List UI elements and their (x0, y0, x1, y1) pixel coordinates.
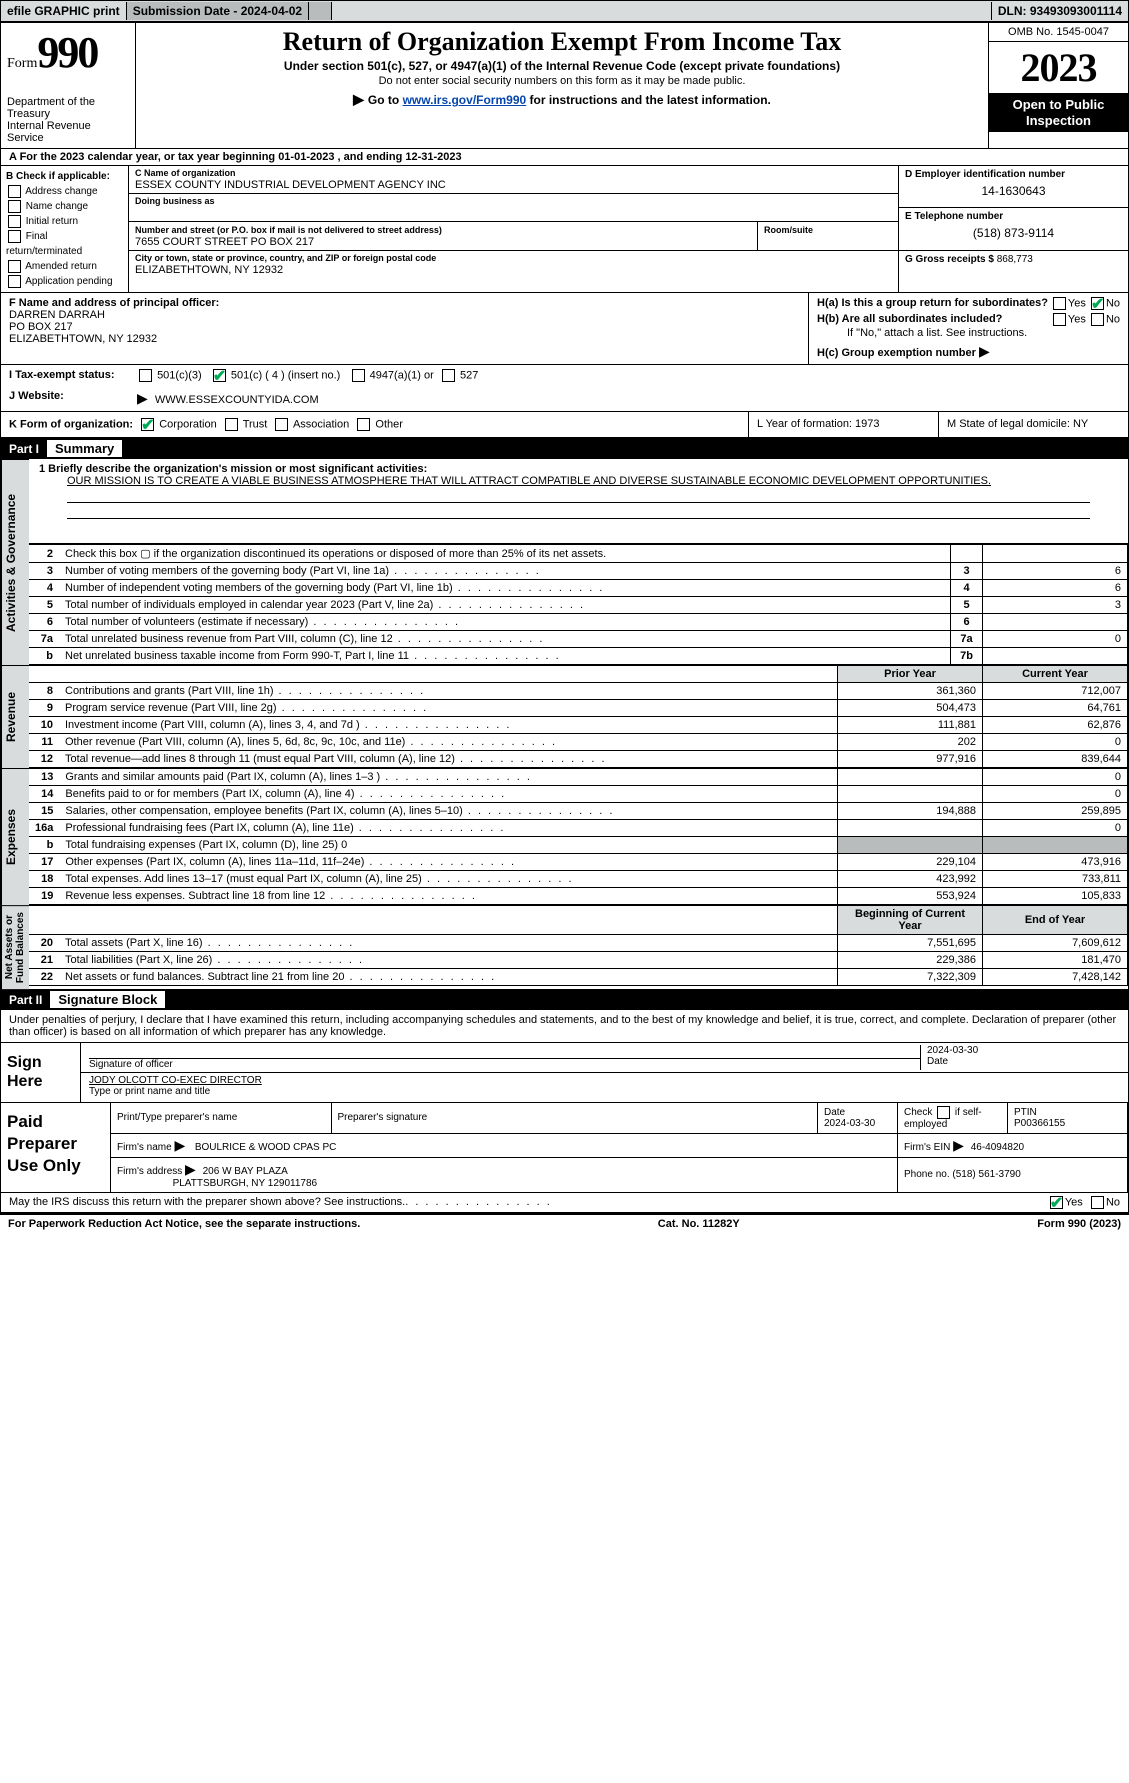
city-state-zip: ELIZABETHTOWN, NY 12932 (135, 264, 283, 276)
chk-other[interactable] (357, 418, 370, 431)
part-1-header: Part ISummary (1, 438, 1128, 459)
chk-self-employed[interactable] (937, 1106, 950, 1119)
row-klm: K Form of organization: Corporation Trus… (1, 412, 1128, 438)
chk-corp[interactable] (141, 418, 154, 431)
discuss-yes[interactable] (1050, 1196, 1063, 1209)
telephone: (518) 873-9114 (905, 226, 1122, 240)
chk-501c3[interactable] (139, 369, 152, 382)
firm-addr2: PLATTSBURGH, NY 129011786 (173, 1178, 318, 1189)
submission-date-button[interactable]: Submission Date - 2024-04-02 (127, 2, 309, 20)
chk-assoc[interactable] (275, 418, 288, 431)
part-2-header: Part IISignature Block (1, 989, 1128, 1010)
lines-ag-table: 2Check this box ▢ if the organization di… (29, 544, 1128, 665)
sign-here-label: Sign Here (1, 1043, 81, 1101)
dln-label: DLN: 93493093001114 (991, 2, 1128, 20)
form-title: Return of Organization Exempt From Incom… (144, 27, 980, 57)
street-address: 7655 COURT STREET PO BOX 217 (135, 236, 314, 248)
tax-year: 2023 (989, 42, 1128, 93)
ptin: P00366155 (1014, 1118, 1065, 1129)
dept-label: Department of the Treasury Internal Reve… (7, 96, 129, 144)
form-number: Form990 (7, 27, 129, 78)
ssn-warning: Do not enter social security numbers on … (144, 75, 980, 87)
cat-no: Cat. No. 11282Y (658, 1218, 740, 1230)
chk-501c[interactable] (213, 369, 226, 382)
paid-preparer-table: Print/Type preparer's name Preparer's si… (111, 1103, 1128, 1192)
checkbox-name-change[interactable] (8, 200, 21, 213)
checkbox-initial-return[interactable] (8, 215, 21, 228)
page-footer: For Paperwork Reduction Act Notice, see … (0, 1214, 1129, 1233)
signature-block: Under penalties of perjury, I declare th… (1, 1010, 1128, 1212)
discuss-no[interactable] (1091, 1196, 1104, 1209)
checkbox-app-pending[interactable] (8, 275, 21, 288)
expenses-section: Expenses 13Grants and similar amounts pa… (1, 768, 1128, 905)
open-to-public: Open to Public Inspection (989, 93, 1128, 132)
checkbox-address-change[interactable] (8, 185, 21, 198)
ein: 14-1630643 (905, 184, 1122, 198)
gross-receipts: 868,773 (997, 254, 1033, 265)
instructions-line: ▶Go to www.irs.gov/Form990 for instructi… (144, 91, 980, 108)
irs-link[interactable]: www.irs.gov/Form990 (403, 93, 527, 107)
lines-rev-table: Prior YearCurrent Year8Contributions and… (29, 665, 1128, 768)
form-subtitle: Under section 501(c), 527, or 4947(a)(1)… (144, 59, 980, 73)
chk-527[interactable] (442, 369, 455, 382)
omb-number: OMB No. 1545-0047 (989, 23, 1128, 42)
org-name: ESSEX COUNTY INDUSTRIAL DEVELOPMENT AGEN… (135, 179, 446, 191)
net-assets-section: Net Assets or Fund Balances Beginning of… (1, 905, 1128, 989)
perjury-declaration: Under penalties of perjury, I declare th… (1, 1010, 1128, 1043)
vtab-exp: Expenses (1, 768, 29, 905)
sig-date: 2024-03-30 (927, 1045, 978, 1056)
efile-label: efile GRAPHIC print (1, 2, 127, 20)
firm-ein: 46-4094820 (971, 1142, 1024, 1153)
website-url: WWW.ESSEXCOUNTYIDA.COM (155, 394, 319, 406)
officer-name: DARREN DARRAH (9, 309, 105, 321)
firm-addr1: 206 W BAY PLAZA (203, 1166, 288, 1177)
hb-no[interactable] (1091, 313, 1104, 326)
discuss-row: May the IRS discuss this return with the… (1, 1193, 1128, 1213)
activities-governance: Activities & Governance 1 Briefly descri… (1, 459, 1128, 665)
col-d-ein-tel: D Employer identification number 14-1630… (898, 166, 1128, 292)
ha-yes[interactable] (1053, 297, 1066, 310)
paid-preparer-label: Paid Preparer Use Only (1, 1103, 111, 1192)
checkbox-final-return[interactable] (8, 230, 21, 243)
state-domicile: M State of legal domicile: NY (938, 412, 1128, 437)
officer-addr1: PO BOX 217 (9, 321, 73, 333)
vtab-ag: Activities & Governance (1, 459, 29, 665)
lines-exp-table: 13Grants and similar amounts paid (Part … (29, 768, 1128, 905)
col-c-org-info: C Name of organization ESSEX COUNTY INDU… (129, 166, 898, 292)
section-fgh: F Name and address of principal officer:… (1, 293, 1128, 365)
hb-yes[interactable] (1053, 313, 1066, 326)
mission-text: OUR MISSION IS TO CREATE A VIABLE BUSINE… (67, 475, 991, 487)
empty-button[interactable] (309, 2, 332, 20)
vtab-rev: Revenue (1, 665, 29, 768)
section-bcd: B Check if applicable: Address change Na… (1, 166, 1128, 293)
firm-phone: (518) 561-3790 (952, 1169, 1020, 1180)
ha-no[interactable] (1091, 297, 1104, 310)
top-toolbar: efile GRAPHIC print Submission Date - 20… (0, 0, 1129, 22)
revenue-section: Revenue Prior YearCurrent Year8Contribut… (1, 665, 1128, 768)
row-j-website: J Website: ▶ WWW.ESSEXCOUNTYIDA.COM (1, 386, 1128, 412)
paperwork-notice: For Paperwork Reduction Act Notice, see … (8, 1218, 360, 1230)
vtab-net: Net Assets or Fund Balances (1, 905, 29, 989)
chk-4947[interactable] (352, 369, 365, 382)
row-a-period: A For the 2023 calendar year, or tax yea… (1, 149, 1128, 166)
mission-box: 1 Briefly describe the organization's mi… (29, 459, 1128, 544)
form-990: Form990 Department of the Treasury Inter… (0, 22, 1129, 1214)
col-b-checkboxes: B Check if applicable: Address change Na… (1, 166, 129, 292)
form-id: Form 990 (2023) (1037, 1218, 1121, 1230)
lines-net-table: Beginning of Current YearEnd of Year20To… (29, 905, 1128, 986)
row-i-tax-status: I Tax-exempt status: 501(c)(3) 501(c) ( … (1, 365, 1128, 386)
officer-addr2: ELIZABETHTOWN, NY 12932 (9, 333, 157, 345)
year-formation: L Year of formation: 1973 (748, 412, 938, 437)
form-header: Form990 Department of the Treasury Inter… (1, 23, 1128, 149)
officer-signature-name: JODY OLCOTT CO-EXEC DIRECTOR (89, 1075, 262, 1086)
firm-name: BOULRICE & WOOD CPAS PC (195, 1142, 337, 1153)
chk-trust[interactable] (225, 418, 238, 431)
checkbox-amended[interactable] (8, 260, 21, 273)
